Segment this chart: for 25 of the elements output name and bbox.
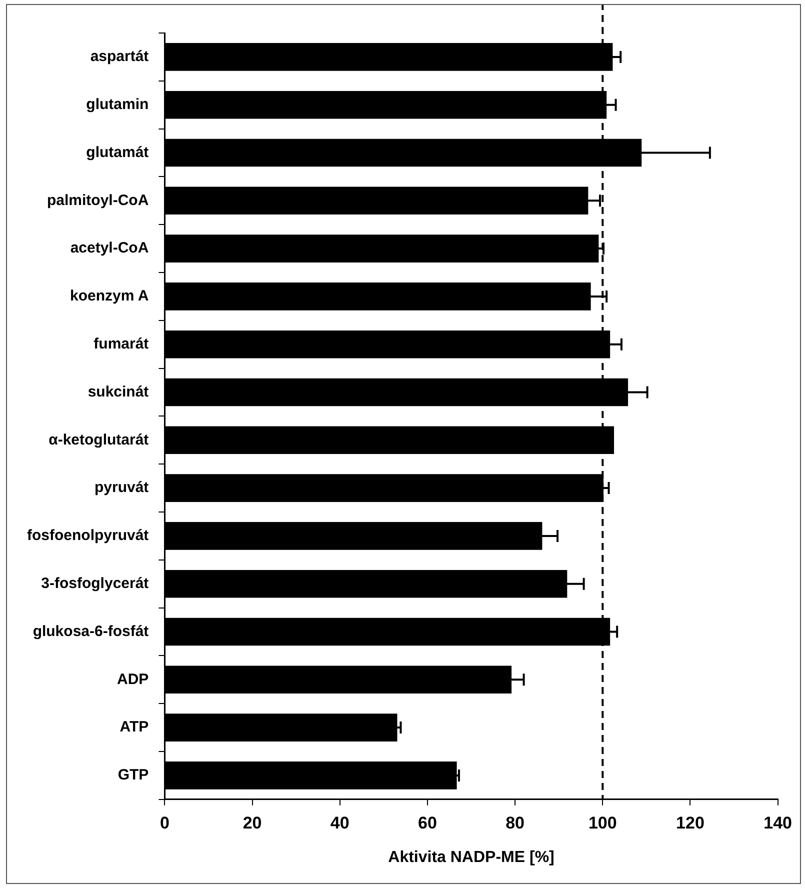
y-tick-label: palmitoyl-CoA	[47, 192, 149, 209]
y-tick-label: koenzym A	[70, 288, 149, 305]
y-tick-label: ATP	[120, 718, 149, 736]
x-tick-label: 80	[506, 813, 525, 832]
y-tick-label: α-ketoglutarát	[48, 431, 149, 448]
y-tick-label: pyruvát	[94, 479, 149, 496]
y-tick-label: acetyl-CoA	[70, 240, 149, 257]
x-tick-label: 0	[160, 813, 170, 832]
x-tick-label: 100	[588, 813, 617, 832]
y-tick-label: glutamin	[86, 96, 149, 113]
y-tick-label: sukcinát	[88, 383, 149, 400]
x-tick-label: 60	[418, 813, 437, 832]
y-tick-label: GTP	[118, 766, 149, 784]
y-tick-label: glukosa-6-fosfát	[32, 622, 149, 640]
x-tick-label: 40	[330, 813, 350, 832]
x-tick-label: 120	[676, 813, 704, 832]
y-tick-label: 3-fosfoglycerát	[41, 574, 149, 592]
y-tick-label: ADP	[117, 670, 149, 688]
x-tick-label: 140	[764, 813, 792, 832]
y-tick-label: glutamát	[86, 144, 149, 161]
x-axis-title: Aktivita NADP-ME [%]	[388, 848, 554, 866]
y-tick-label: aspartát	[90, 48, 149, 66]
y-tick-label: fumarát	[94, 335, 149, 352]
x-tick-label: 20	[242, 813, 262, 832]
y-tick-label: fosfoenolpyruvát	[26, 527, 149, 544]
